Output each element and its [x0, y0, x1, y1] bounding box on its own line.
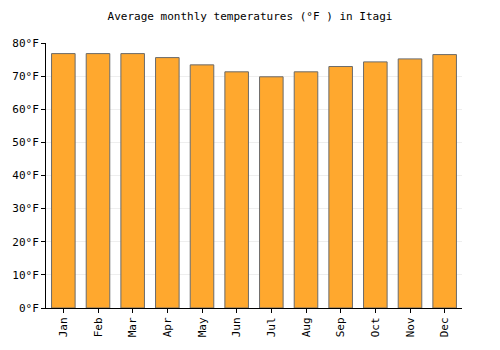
svg-text:70°F: 70°F: [12, 70, 39, 83]
svg-text:Nov: Nov: [404, 317, 417, 337]
svg-text:10°F: 10°F: [12, 269, 39, 282]
svg-text:Apr: Apr: [161, 317, 174, 337]
svg-text:80°F: 80°F: [12, 37, 39, 50]
svg-text:60°F: 60°F: [12, 103, 39, 116]
svg-text:50°F: 50°F: [12, 136, 39, 149]
svg-text:40°F: 40°F: [12, 169, 39, 182]
svg-text:Sep: Sep: [334, 317, 347, 337]
svg-text:May: May: [196, 317, 209, 337]
svg-text:Feb: Feb: [92, 317, 105, 337]
svg-text:20°F: 20°F: [12, 236, 39, 249]
svg-text:Jan: Jan: [57, 317, 70, 337]
svg-text:Mar: Mar: [126, 317, 139, 337]
svg-text:0°F: 0°F: [19, 302, 39, 315]
svg-text:Jul: Jul: [265, 317, 278, 337]
svg-text:Oct: Oct: [369, 317, 382, 337]
svg-text:Jun: Jun: [230, 317, 243, 337]
svg-text:Average monthly temperatures (: Average monthly temperatures (°F ) in It…: [108, 10, 393, 23]
svg-text:30°F: 30°F: [12, 202, 39, 215]
svg-text:Aug: Aug: [300, 317, 313, 337]
svg-text:Dec: Dec: [438, 317, 451, 337]
